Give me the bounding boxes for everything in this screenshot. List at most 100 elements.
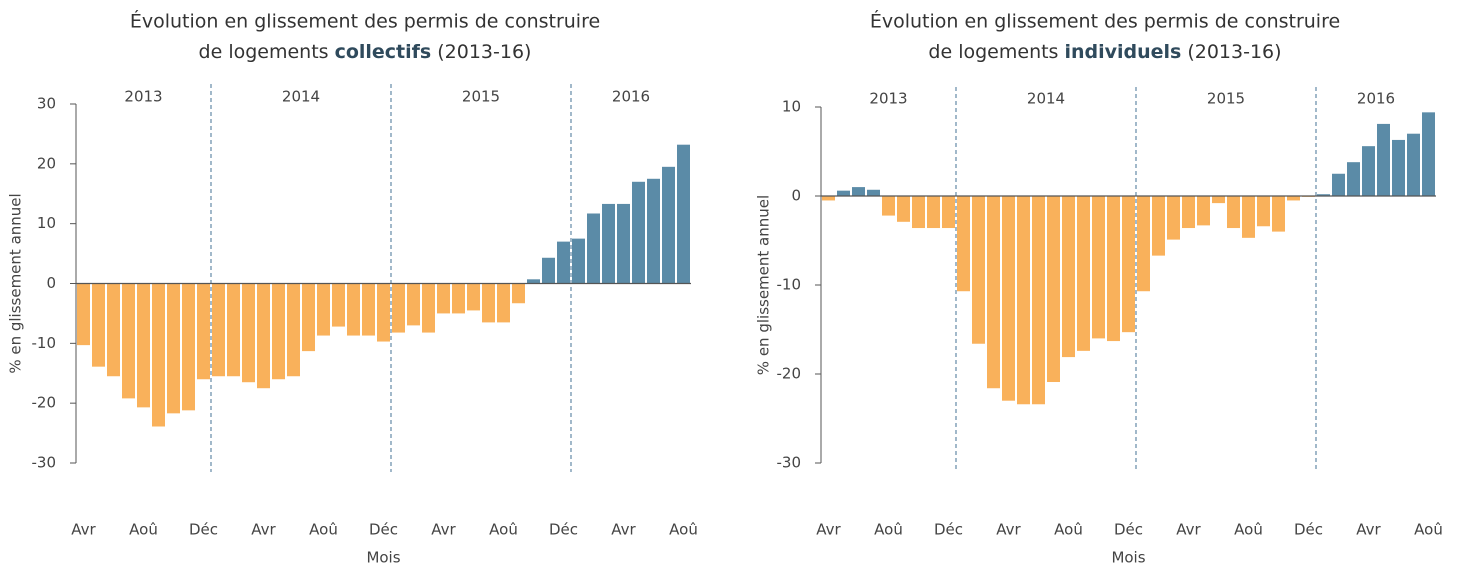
y-tick-label: 0 [791,187,801,205]
x-tick-label: Avr [71,521,96,539]
bar [467,283,480,311]
bar [822,196,835,201]
bar [837,190,850,196]
y-tick-label: -30 [32,454,57,472]
year-label: 2015 [462,88,500,106]
bar [347,283,360,336]
x-axis-label: Mois [1111,549,1145,567]
bar [452,283,465,314]
chart-title: Évolution en glissement des permis de co… [130,10,600,33]
bar [1212,196,1225,204]
bar [557,241,570,284]
y-tick-label: 30 [37,95,56,113]
y-tick-label: -10 [777,276,802,294]
x-tick-label: Déc [189,521,218,539]
y-tick-label: 10 [782,98,801,116]
bar [867,189,880,196]
bar [662,166,675,284]
y-axis-label: % en glissement annuel [755,195,773,375]
bar [512,283,525,304]
bar [497,283,510,323]
bar [212,283,225,377]
bar [1287,196,1300,201]
x-tick-label: Aoû [129,521,158,539]
bar [602,203,615,284]
bar [1347,162,1360,196]
y-tick-label: -20 [777,365,802,383]
bar [122,283,135,399]
bar [897,196,910,222]
year-label: 2014 [282,88,320,106]
year-label: 2016 [612,88,650,106]
title-part: de logements [199,41,329,63]
bar [137,283,150,408]
bar [1407,133,1420,196]
title-part: individuels [1064,41,1181,63]
x-tick-label: Avr [431,521,456,539]
chart-title: Évolution en glissement des permis de co… [870,10,1340,33]
year-label: 2013 [124,88,162,106]
bar [1242,196,1255,238]
year-label: 2013 [869,90,907,108]
bar [182,283,195,411]
y-axis-label: % en glissement annuel [7,193,25,373]
title-part: (2013-16) [1187,41,1281,63]
title-part: (2013-16) [437,41,531,63]
bar [1377,123,1390,196]
bar [302,283,315,352]
bar [987,196,1000,389]
bar [257,283,270,389]
bar [1032,196,1045,405]
bar [392,283,405,333]
bar [1257,196,1270,227]
bar [1002,196,1015,401]
bar [1167,196,1180,240]
bar [542,257,555,284]
bar [197,283,210,380]
x-tick-label: Avr [251,521,276,539]
x-tick-label: Déc [1114,521,1143,539]
title-part: de logements [928,41,1058,63]
bar [227,283,240,377]
x-tick-label: Aoû [874,521,903,539]
bar [942,196,955,229]
bar [482,283,495,323]
bar [332,283,345,327]
x-tick-label: Avr [611,521,636,539]
x-tick-label: Aoû [1414,521,1443,539]
bar [647,178,660,284]
year-label: 2015 [1207,90,1245,108]
bar [1317,194,1330,196]
bar [1227,196,1240,229]
y-tick-label: -10 [32,334,57,352]
bar [1017,196,1030,405]
bar [1422,112,1435,196]
bar [1092,196,1105,339]
bar [1062,196,1075,358]
bar [287,283,300,377]
x-tick-label: Déc [369,521,398,539]
bar [377,283,390,342]
chart-title: de logements collectifs (2013-16) [199,41,532,63]
chart-title: de logements individuels (2013-16) [928,41,1281,63]
year-label: 2016 [1357,90,1395,108]
bar [1197,196,1210,226]
year-label: 2014 [1027,90,1065,108]
x-tick-label: Déc [549,521,578,539]
bar [587,213,600,284]
y-tick-label: -20 [32,394,57,412]
bar [317,283,330,336]
bar [572,238,585,284]
bar [617,203,630,284]
bar [1047,196,1060,383]
bar [422,283,435,333]
title-part: collectifs [335,41,432,63]
bar [92,283,105,367]
bar [1182,196,1195,229]
bar [1332,173,1345,196]
y-tick-label: 0 [46,274,56,292]
bar [1362,146,1375,196]
bar [272,283,285,380]
bar [882,196,895,216]
